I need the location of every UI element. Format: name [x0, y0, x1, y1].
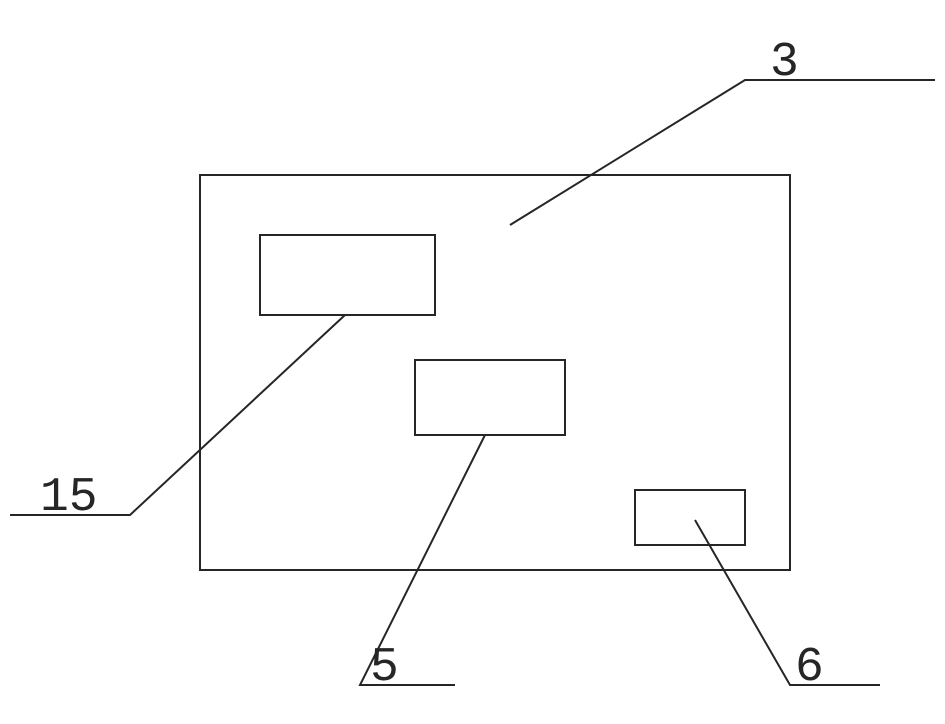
leader-line-3 — [510, 80, 935, 225]
callouts-group: 3 15 5 6 — [10, 36, 935, 695]
callout-label-3: 3 — [770, 36, 799, 90]
callout-label-5: 5 — [370, 641, 399, 695]
callout-label-15: 15 — [40, 471, 98, 525]
inner-rect-r6 — [635, 490, 745, 545]
diagram-canvas: 3 15 5 6 — [0, 0, 945, 724]
inner-rect-r15 — [260, 235, 435, 315]
inner-rects-group — [260, 235, 745, 545]
callout-label-6: 6 — [795, 641, 824, 695]
inner-rect-r5 — [415, 360, 565, 435]
